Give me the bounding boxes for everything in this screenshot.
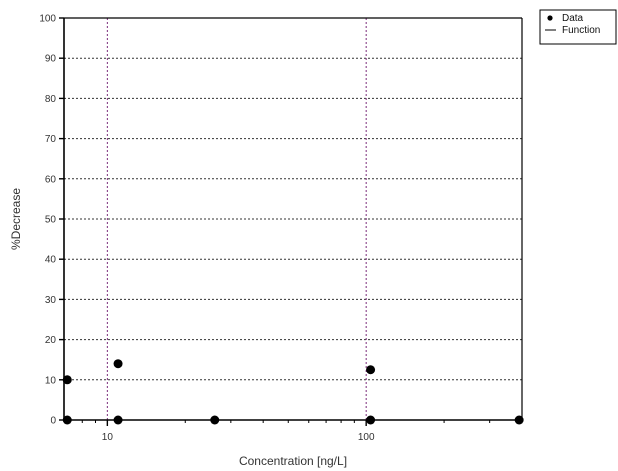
data-point — [62, 375, 72, 385]
data-point — [514, 415, 524, 425]
y-tick-label: 60 — [45, 174, 57, 185]
legend-box — [539, 9, 617, 45]
y-tick-label: 40 — [45, 255, 57, 266]
y-tick-label: 70 — [45, 134, 57, 145]
x-tick-label: 100 — [358, 432, 375, 443]
legend-data-dot — [547, 15, 553, 21]
y-tick-label: 90 — [45, 54, 57, 65]
data-point — [113, 359, 123, 369]
data-point — [366, 365, 376, 375]
y-tick-label: 30 — [45, 295, 57, 306]
data-point — [366, 415, 376, 425]
y-tick-label: 50 — [45, 215, 57, 226]
x-axis-title: Concentration [ng/L] — [239, 454, 347, 468]
y-tick-label: 80 — [45, 94, 57, 105]
x-tick-label: 10 — [102, 432, 114, 443]
legend-function-label: Function — [562, 25, 600, 36]
data-point — [62, 415, 72, 425]
y-axis-title: %Decrease — [9, 188, 23, 250]
y-tick-label: 10 — [45, 375, 57, 386]
y-tick-label: 0 — [50, 416, 56, 427]
legend-data-label: Data — [562, 13, 584, 24]
data-point — [113, 415, 123, 425]
y-tick-label: 20 — [45, 335, 57, 346]
y-tick-label: 100 — [39, 14, 56, 25]
data-point — [210, 415, 220, 425]
